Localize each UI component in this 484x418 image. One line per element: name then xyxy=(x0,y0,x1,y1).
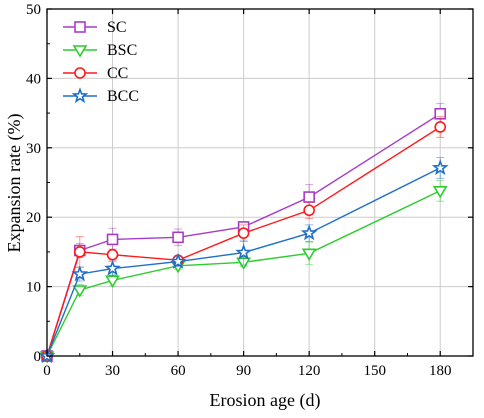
data-point xyxy=(73,246,86,258)
data-point xyxy=(72,285,88,298)
data-point xyxy=(106,233,119,246)
legend-item: BCC xyxy=(63,87,139,105)
legend-item: BSC xyxy=(63,42,137,59)
data-point xyxy=(172,231,184,244)
legend-label: BCC xyxy=(107,88,139,105)
y-tick-label: 20 xyxy=(26,210,41,226)
legend-item: SC xyxy=(63,19,127,36)
legend: SC BSC CC BCC xyxy=(63,19,139,105)
data-point xyxy=(301,248,317,261)
data-point xyxy=(235,243,252,260)
legend-marker xyxy=(71,87,89,104)
y-tick-label: 30 xyxy=(26,141,41,157)
legend-item: CC xyxy=(63,65,128,82)
x-tick-label: 90 xyxy=(236,363,251,379)
data-point xyxy=(431,159,449,176)
y-tick-label: 40 xyxy=(26,71,41,87)
legend-label: CC xyxy=(107,65,128,82)
x-tick-label: 30 xyxy=(105,363,120,379)
legend-marker xyxy=(72,45,88,58)
legend-label: SC xyxy=(107,19,127,36)
x-tick-label: 60 xyxy=(171,363,186,379)
data-point xyxy=(105,275,120,288)
data-point xyxy=(303,191,315,203)
data-point xyxy=(434,107,447,120)
series-lines xyxy=(38,102,449,364)
data-point xyxy=(300,224,318,241)
data-point xyxy=(236,257,252,270)
data-point xyxy=(303,204,315,217)
x-tick-label: 0 xyxy=(43,363,51,379)
grid xyxy=(47,9,473,356)
y-tick-label: 0 xyxy=(34,349,42,365)
data-point xyxy=(104,259,121,276)
y-axis-title: Expansion rate (%) xyxy=(4,114,25,253)
data-point xyxy=(169,252,187,269)
data-point xyxy=(432,186,448,199)
plot-frame xyxy=(46,8,474,357)
data-point xyxy=(434,121,447,133)
legend-marker xyxy=(74,21,86,33)
data-point xyxy=(237,227,250,239)
data-point xyxy=(71,265,89,282)
x-tick-label: 120 xyxy=(298,363,321,379)
y-tick-label: 10 xyxy=(26,280,41,296)
x-tick-label: 150 xyxy=(363,363,386,379)
legend-label: BSC xyxy=(107,42,137,59)
series-bcc xyxy=(38,157,449,364)
x-axis-title: Erosion age (d) xyxy=(210,390,321,411)
y-tick-label: 50 xyxy=(26,2,41,18)
axes: 0 30 60 90 120 150 180 0 10 20 30 40 50 xyxy=(26,2,474,379)
x-tick-label: 180 xyxy=(429,363,452,379)
data-point xyxy=(106,248,119,261)
legend-marker xyxy=(74,67,86,79)
